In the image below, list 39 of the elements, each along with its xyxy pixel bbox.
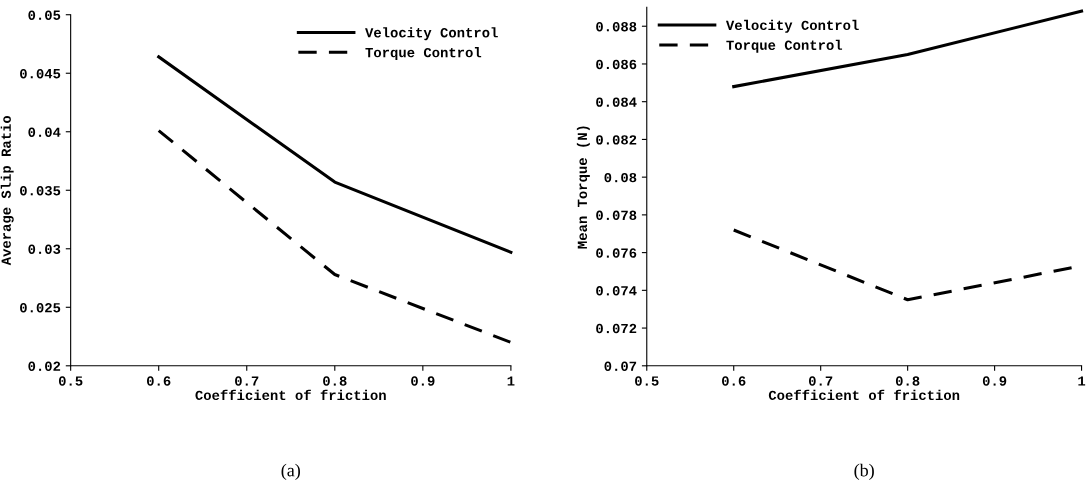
y-axis-title: Mean Torque (N) [576, 126, 590, 249]
x-tick-label: 1 [507, 376, 515, 386]
legend-label: Velocity Control [365, 27, 498, 41]
y-tick-label: 0.078 [596, 210, 637, 221]
y-tick-label: 0.088 [596, 21, 637, 32]
y-tick-label: 0.08 [604, 172, 637, 183]
x-axis-title: Coefficient of friction [195, 389, 386, 401]
text: (a) [281, 463, 300, 481]
y-tick-label: 0.086 [596, 59, 637, 70]
y-tick-label: 0.05 [28, 10, 61, 20]
x-tick-label: 0.8 [895, 376, 920, 386]
x-tick-label: 0.8 [323, 376, 347, 386]
y-tick-label: 0.084 [596, 97, 637, 107]
y-tick-label: 0.03 [28, 244, 61, 254]
x-tick-label: 0.5 [58, 376, 83, 386]
legend-label: Torque Control [365, 47, 482, 61]
x-tick-label: 0.7 [808, 376, 833, 386]
y-tick-label: 0.072 [596, 323, 637, 334]
x-tick-label: 0.9 [982, 376, 1007, 386]
x-axis-title: Coefficient of friction [768, 389, 960, 401]
x-tick-label: 0.6 [146, 376, 171, 386]
y-tick-label: 0.02 [28, 361, 61, 371]
legend-label: Velocity Control [725, 19, 859, 33]
y-tick-label: 0.07 [604, 361, 637, 371]
y-tick-label: 0.025 [20, 303, 61, 313]
x-tick-label: 0.6 [722, 376, 746, 386]
legend-label: Torque Control [726, 39, 843, 53]
y-tick-label: 0.076 [596, 248, 637, 258]
y-tick-label: 0.074 [596, 286, 637, 296]
y-axis-title: Average Slip Ratio [0, 115, 14, 266]
x-tick-label: 0.9 [411, 376, 435, 386]
x-tick-label: 0.7 [235, 376, 259, 386]
y-tick-label: 0.045 [20, 68, 61, 79]
y-tick-label: 0.035 [20, 186, 61, 196]
y-tick-label: 0.082 [596, 135, 637, 145]
x-tick-label: 0.5 [635, 376, 659, 386]
y-tick-label: 0.04 [28, 127, 61, 137]
text: (b) [854, 463, 874, 481]
x-tick-label: 1 [1078, 376, 1086, 386]
